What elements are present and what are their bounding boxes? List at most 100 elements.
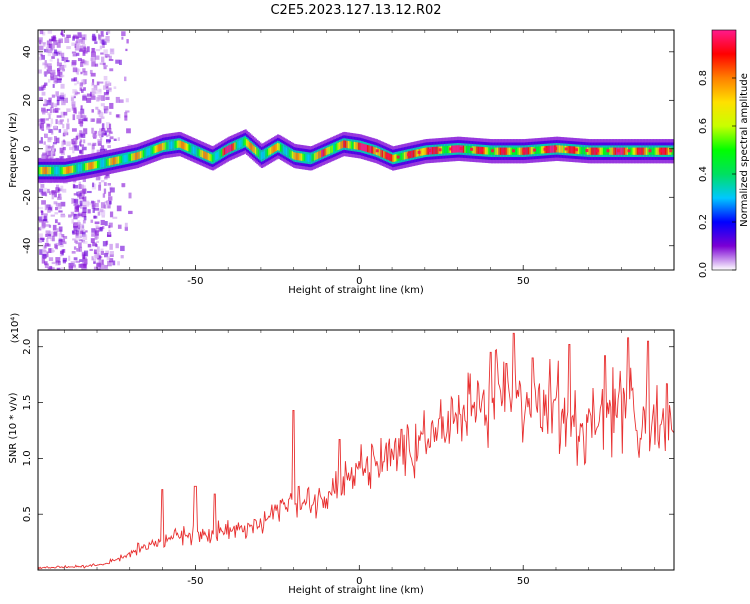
spectrogram-noise xyxy=(57,188,62,192)
spectrogram-noise xyxy=(59,147,64,154)
spectrogram-noise xyxy=(94,63,99,67)
spectrogram-noise xyxy=(91,127,94,134)
spectrogram-noise xyxy=(72,35,78,39)
spectrogram-noise xyxy=(71,51,77,54)
spectrogram-noise xyxy=(49,152,54,159)
spectrogram-cell xyxy=(535,146,538,154)
spectrogram-cell xyxy=(158,144,162,152)
spectrogram-cell xyxy=(98,160,101,168)
spectrogram-noise xyxy=(68,255,71,261)
spectrogram-noise xyxy=(93,249,97,254)
spectrogram-noise xyxy=(75,240,79,245)
spectrogram-cell xyxy=(389,153,392,161)
spectrogram-noise xyxy=(82,234,88,241)
spectrogram-noise xyxy=(72,89,77,94)
spectrogram-noise xyxy=(108,88,112,91)
spectrogram-noise xyxy=(121,31,126,37)
spectrogram-cell xyxy=(268,148,271,156)
colorbar-gradient xyxy=(711,29,737,271)
spectrogram-noise xyxy=(82,207,87,214)
spectrogram-cell xyxy=(170,141,173,149)
spectrogram-noise xyxy=(62,140,66,145)
spectrogram-hot-dot xyxy=(585,149,589,153)
snr-y-scale-label: (x10⁴) xyxy=(10,313,21,344)
spectrogram-noise xyxy=(77,213,83,217)
spectrogram-noise xyxy=(80,71,83,75)
spectrogram-cell xyxy=(614,147,618,155)
spectrogram-cell xyxy=(120,155,123,164)
spectrogram-noise xyxy=(71,97,75,102)
snr-x-label: Height of straight line (km) xyxy=(288,585,424,596)
spectrogram-noise xyxy=(74,43,77,48)
spectrogram-cell xyxy=(97,160,100,169)
spectrogram-cell xyxy=(299,153,302,161)
spectrogram-hot-dot xyxy=(501,149,505,153)
spectrogram-hot-dot xyxy=(637,149,641,153)
spectrogram-noise xyxy=(82,95,87,101)
spectrogram-noise xyxy=(99,45,103,50)
spectrogram-noise xyxy=(109,251,114,256)
spectrogram-noise xyxy=(56,206,61,211)
spectrogram-cell xyxy=(349,141,352,149)
spectrogram-cell xyxy=(412,150,415,158)
spectrogram-cell xyxy=(108,158,112,166)
spectrogram-noise xyxy=(63,130,68,136)
spectrogram-cell xyxy=(127,154,131,162)
spectrogram-noise xyxy=(108,191,111,197)
spectrogram-noise xyxy=(125,110,130,113)
spectrogram-noise xyxy=(62,241,67,245)
spectrogram-cell xyxy=(302,153,305,161)
spectrogram-noise xyxy=(47,137,52,143)
spectrogram-noise xyxy=(49,107,53,113)
spectrogram-noise xyxy=(47,112,52,116)
spectrogram-noise xyxy=(99,81,104,84)
spectrogram-cell xyxy=(85,163,88,171)
spectrogram-noise xyxy=(74,91,80,95)
spectrogram-noise xyxy=(40,183,45,188)
spectrogram-noise xyxy=(115,114,120,118)
spectrogram-noise xyxy=(57,196,62,200)
spectrogram-noise xyxy=(45,230,51,235)
spectrogram-noise xyxy=(58,226,63,232)
spectrogram-cell xyxy=(185,143,188,151)
spectrogram-cell xyxy=(58,166,61,175)
spectrogram-noise xyxy=(104,253,109,258)
spectrogram-noise xyxy=(78,48,83,52)
spectrogram-cell xyxy=(358,142,361,150)
spectrogram-noise xyxy=(91,256,94,261)
spectrogram-noise xyxy=(105,240,109,245)
snr-y-label: SNR (10 * v/v) xyxy=(8,392,19,463)
spectrogram-noise xyxy=(52,224,57,231)
spectrogram-noise xyxy=(38,69,42,74)
spectrogram-hot-dot xyxy=(386,153,390,157)
spectrogram-cell xyxy=(318,151,321,159)
spectrogram-noise xyxy=(62,123,65,129)
spectrogram-noise xyxy=(60,201,66,207)
spectrogram-cell xyxy=(198,149,202,157)
spectrogram-noise xyxy=(61,234,65,238)
spectrogram-noise xyxy=(89,69,93,74)
spectrogram-cell xyxy=(328,146,331,154)
spectrogram-cell xyxy=(436,146,439,154)
spectrogram-cell xyxy=(126,154,129,162)
spectrogram-noise xyxy=(55,91,59,97)
spectrogram-cell xyxy=(445,146,448,154)
spectrogram-cell xyxy=(557,145,560,153)
spectrogram-noise xyxy=(46,251,49,258)
spectrogram-cell xyxy=(40,166,44,175)
spectrogram-cell xyxy=(580,146,584,155)
spectrogram-noise xyxy=(48,113,51,120)
spectrogram-noise xyxy=(55,184,60,188)
spectrogram-cell xyxy=(240,139,243,148)
spectrogram-noise xyxy=(71,128,77,132)
spectrogram-cell xyxy=(356,142,359,150)
spectrogram-cell xyxy=(336,143,339,151)
spectrogram-cell xyxy=(344,140,348,148)
spectrogram-hot-dot xyxy=(533,148,537,152)
spectrogram-noise xyxy=(73,77,78,82)
spectrogram-hot-dot xyxy=(648,149,652,153)
spectrogram-noise xyxy=(104,265,108,269)
spectrogram-cell xyxy=(222,148,225,156)
spectrogram-noise xyxy=(54,80,57,83)
spectrogram-image xyxy=(38,30,674,270)
